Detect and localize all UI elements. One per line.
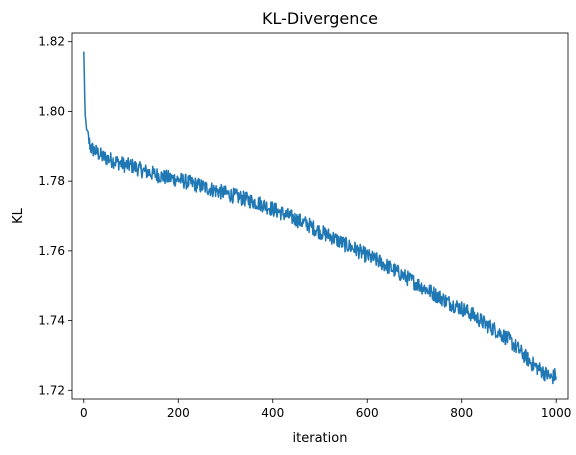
y-axis-ticks: 1.72 1.74 1.76 1.78 1.80 1.82: [38, 35, 72, 397]
x-tick-label: 0: [80, 406, 88, 420]
x-axis-ticks: 0 200 400 600 800 1000: [80, 399, 571, 420]
kl-series-line: [83, 51, 557, 385]
y-tick-label: 1.78: [38, 174, 65, 188]
y-tick-label: 1.82: [38, 35, 65, 49]
y-tick-label: 1.80: [38, 104, 65, 118]
y-tick-label: 1.72: [38, 383, 65, 397]
x-tick-label: 600: [356, 406, 379, 420]
y-tick-label: 1.76: [38, 244, 65, 258]
y-tick-label: 1.74: [38, 314, 65, 328]
chart-title: KL-Divergence: [262, 9, 378, 28]
y-axis-label: KL: [11, 207, 26, 224]
x-tick-label: 200: [167, 406, 190, 420]
x-axis-label: iteration: [293, 431, 348, 446]
plot-area: [83, 51, 557, 385]
x-tick-label: 400: [261, 406, 284, 420]
x-tick-label: 1000: [541, 406, 572, 420]
x-tick-label: 800: [450, 406, 473, 420]
axes-frame: [71, 32, 569, 400]
